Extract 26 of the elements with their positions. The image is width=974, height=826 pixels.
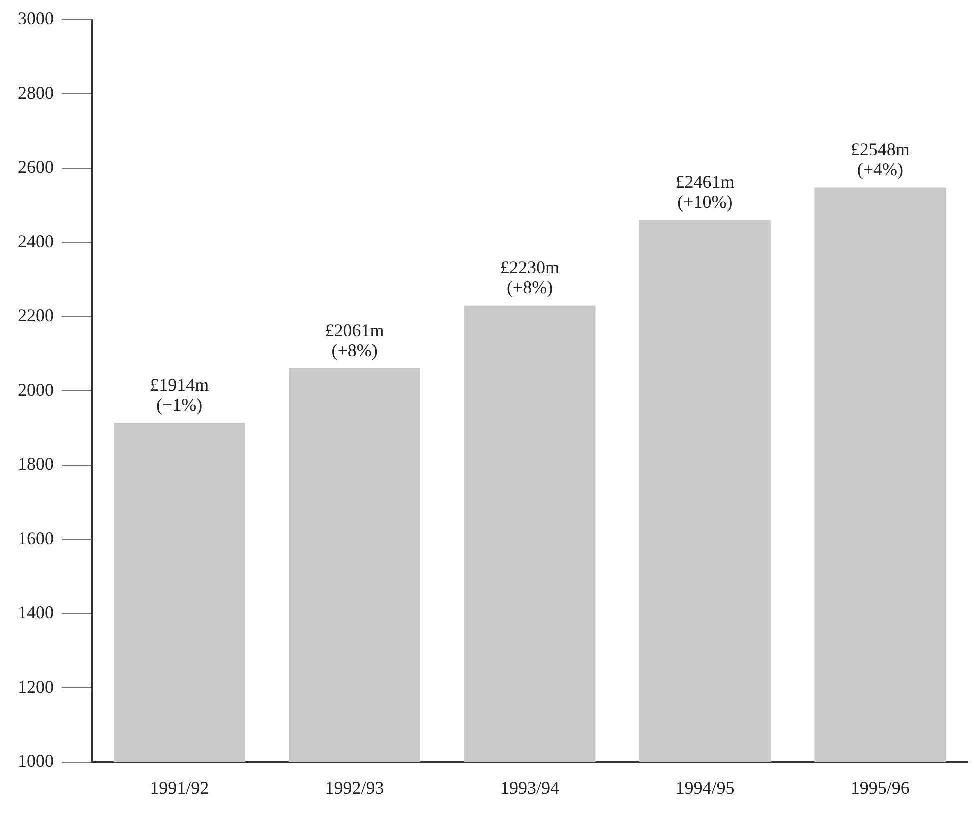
data-label: £1914m [150,374,210,395]
x-tick-label: 1994/95 [676,778,735,798]
annotation: (+4%) [857,160,904,180]
data-label: £2548m [850,140,910,160]
x-tick-label: 1995/96 [850,778,910,798]
y-tick-label: 2800 [18,82,54,103]
y-tick-label: 2400 [18,231,54,252]
y-tick-label: 1000 [18,751,54,772]
x-tick-label: 1992/93 [325,778,384,798]
y-tick-label: 2600 [18,157,54,178]
y-tick-label: 2000 [18,380,54,400]
y-tick-label: 1800 [18,454,54,474]
annotation: (+8%) [332,340,378,360]
y-tick-label: 1400 [18,602,54,623]
y-tick-label: 1200 [18,676,54,697]
data-label: £2061m [325,320,384,340]
y-tick-label: 3000 [18,8,54,29]
data-label: £2230m [500,258,560,278]
annotation: (−1%) [156,394,203,415]
x-tick-label: 1993/94 [500,778,560,798]
annotation: (+8%) [506,278,554,298]
annotation: (+10%) [678,192,733,212]
y-tick-label: 1600 [18,528,54,548]
x-tick-label: 1991/92 [150,778,210,798]
y-tick-label: 2200 [18,306,54,326]
data-label: £2461m [676,172,735,192]
